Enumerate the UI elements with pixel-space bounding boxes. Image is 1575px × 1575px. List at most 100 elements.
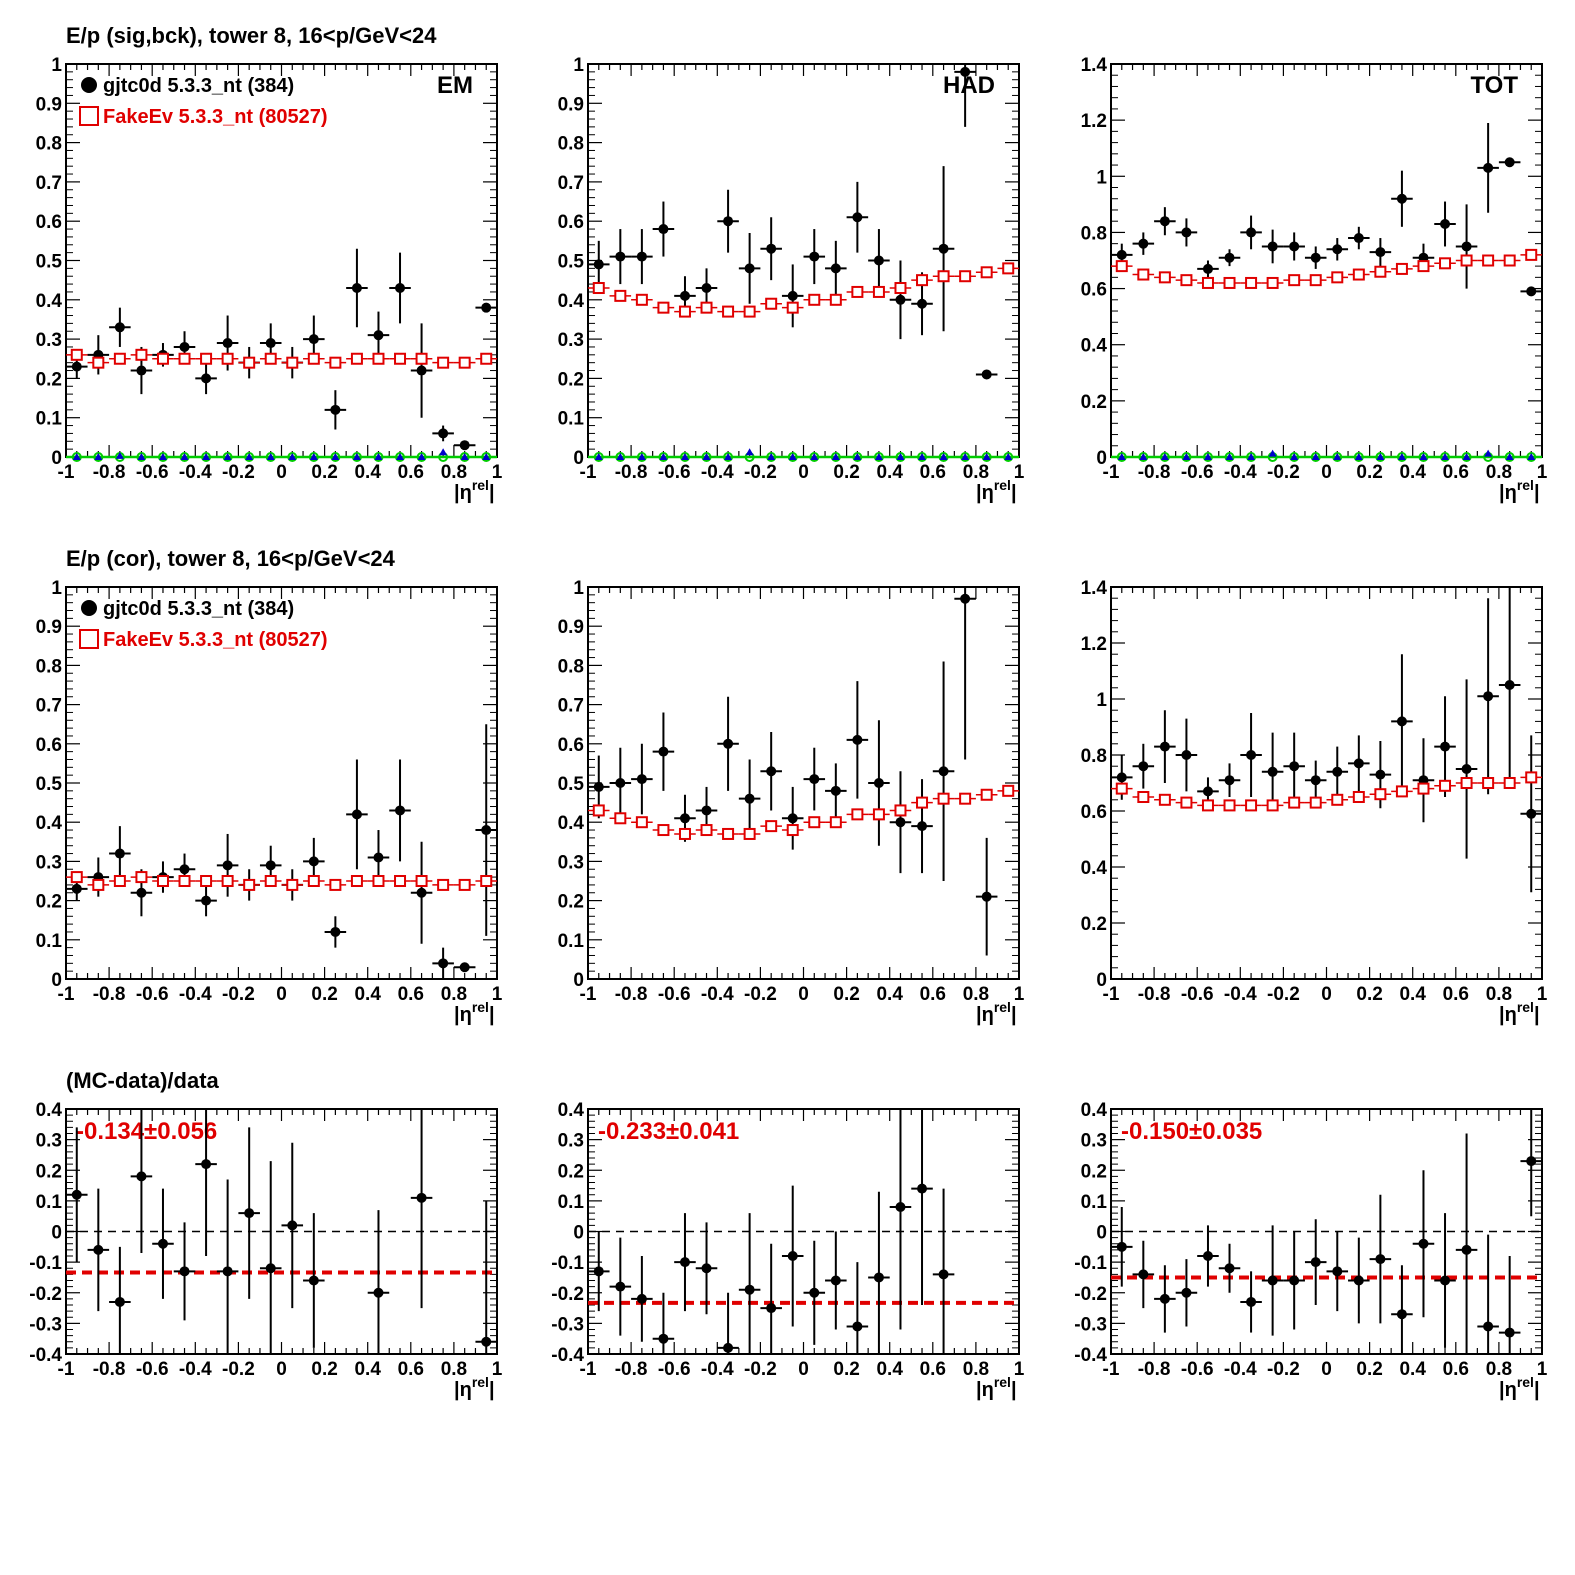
panel-cor-TOT: -1 -0.8 -0.6 -0.4 -0.2 0 0.2 0.4 0.6 0.8 1|ηrel|00… bbox=[1081, 578, 1548, 1026]
y-tick-label: 0.4 bbox=[558, 291, 585, 312]
data-marker bbox=[1138, 238, 1149, 249]
data-marker bbox=[114, 322, 125, 333]
mc-marker bbox=[415, 352, 428, 365]
x-tick-label: -1 bbox=[580, 984, 597, 1005]
data-marker bbox=[136, 1171, 147, 1182]
mc-marker bbox=[1309, 274, 1322, 287]
mc-marker bbox=[1115, 782, 1128, 795]
data-marker bbox=[416, 365, 427, 376]
mc-marker bbox=[70, 348, 83, 361]
y-tick-label: -0.4 bbox=[1074, 1345, 1107, 1366]
y-tick-label: 0 bbox=[573, 448, 584, 469]
x-tick-label: 1 bbox=[1537, 462, 1548, 483]
legend-data-label: gjtc0d 5.3.3_nt (384) bbox=[103, 75, 294, 97]
blue-marker bbox=[939, 453, 948, 460]
blue-marker bbox=[1333, 453, 1342, 460]
legend-mc-marker bbox=[79, 629, 99, 649]
data-marker bbox=[615, 1281, 626, 1292]
data-marker bbox=[1526, 1156, 1537, 1167]
data-marker bbox=[701, 805, 712, 816]
panel-ratio-HAD: -1 -0.8 -0.6 -0.4 -0.2 0 0.2 0.4 0.6 0.8 1|ηrel| -0… bbox=[551, 1100, 1024, 1401]
y-tick-label: 0.4 bbox=[558, 813, 585, 834]
x-tick-label: 0.2 bbox=[1356, 984, 1382, 1005]
mc-marker bbox=[1245, 799, 1258, 812]
data-marker bbox=[1332, 244, 1343, 255]
x-tick-label: 0 bbox=[276, 984, 287, 1005]
y-tick-label: 0.2 bbox=[36, 369, 62, 390]
x-tick-label: 0.2 bbox=[311, 984, 337, 1005]
x-tick-label: 1 bbox=[1537, 1359, 1548, 1380]
x-tick-label: 0.2 bbox=[833, 1359, 859, 1380]
data-marker bbox=[1202, 786, 1213, 797]
x-tick-label: -1 bbox=[58, 462, 75, 483]
y-tick-label: 1 bbox=[51, 578, 62, 599]
mc-marker bbox=[372, 352, 385, 365]
data-marker bbox=[179, 1266, 190, 1277]
data-marker bbox=[873, 1272, 884, 1283]
blue-marker bbox=[115, 451, 124, 459]
data-marker bbox=[1440, 219, 1451, 230]
x-tick-label: 0.8 bbox=[1486, 462, 1512, 483]
x-tick-label: -0.6 bbox=[658, 462, 691, 483]
data-marker bbox=[723, 1342, 734, 1353]
mc-marker bbox=[243, 878, 256, 891]
plot-frame bbox=[587, 586, 1020, 980]
data-marker bbox=[960, 66, 971, 77]
blue-marker bbox=[918, 453, 927, 460]
y-tick-label: 1.4 bbox=[1081, 578, 1108, 599]
blue-marker bbox=[1268, 449, 1277, 457]
x-axis-label: |ηrel| bbox=[976, 999, 1017, 1026]
mc-marker bbox=[1331, 793, 1344, 806]
data-marker bbox=[308, 856, 319, 867]
mc-marker bbox=[851, 285, 864, 298]
data-marker bbox=[636, 774, 647, 785]
data-marker bbox=[1116, 249, 1127, 260]
mc-marker bbox=[722, 827, 735, 840]
y-tick-label: 0.6 bbox=[558, 212, 584, 233]
mc-marker bbox=[1002, 262, 1015, 275]
data-marker bbox=[71, 883, 82, 894]
x-axis-label: |ηrel| bbox=[454, 1374, 495, 1401]
mc-marker bbox=[200, 875, 213, 887]
x-tick-label: -0.4 bbox=[701, 1359, 734, 1380]
data-marker bbox=[830, 1275, 841, 1286]
y-tick-label: 0.3 bbox=[558, 852, 584, 873]
y-tick-label: 0.4 bbox=[36, 813, 63, 834]
data-marker bbox=[787, 290, 798, 301]
data-marker bbox=[1504, 1327, 1515, 1338]
blue-marker bbox=[137, 453, 146, 460]
mc-marker bbox=[135, 871, 148, 884]
mc-marker bbox=[894, 804, 907, 817]
data-marker bbox=[222, 1266, 233, 1277]
y-tick-label: 0 bbox=[1096, 448, 1107, 469]
x-tick-label: -0.8 bbox=[615, 984, 648, 1005]
blue-marker bbox=[288, 453, 297, 460]
blue-marker bbox=[1441, 453, 1450, 460]
x-tick-label: 0.8 bbox=[963, 984, 989, 1005]
blue-marker bbox=[1505, 453, 1514, 460]
mc-marker bbox=[851, 808, 864, 821]
blue-marker bbox=[1182, 453, 1191, 460]
x-tick-label: 0 bbox=[276, 462, 287, 483]
data-marker bbox=[658, 1333, 669, 1344]
x-tick-label: 0.2 bbox=[833, 984, 859, 1005]
x-axis-label: |ηrel| bbox=[976, 1374, 1017, 1401]
y-tick-label: 0 bbox=[1096, 970, 1107, 991]
data-marker bbox=[615, 251, 626, 262]
mc-marker bbox=[178, 352, 191, 365]
x-tick-label: 0.4 bbox=[1399, 984, 1426, 1005]
data-marker bbox=[1246, 227, 1257, 238]
mc-marker bbox=[1417, 782, 1430, 795]
y-tick-label: 0 bbox=[1096, 1223, 1107, 1244]
blue-marker bbox=[1117, 453, 1126, 460]
data-marker bbox=[1375, 769, 1386, 780]
x-axis-label: |ηrel| bbox=[454, 477, 495, 504]
mc-marker bbox=[937, 270, 950, 283]
x-tick-label: 0.4 bbox=[876, 1359, 903, 1380]
data-marker bbox=[1375, 247, 1386, 258]
x-tick-label: -0.8 bbox=[93, 984, 126, 1005]
x-tick-label: -1 bbox=[1103, 1359, 1120, 1380]
blue-marker bbox=[594, 453, 603, 460]
mc-marker bbox=[657, 301, 670, 314]
y-tick-label: 0.7 bbox=[36, 696, 62, 717]
